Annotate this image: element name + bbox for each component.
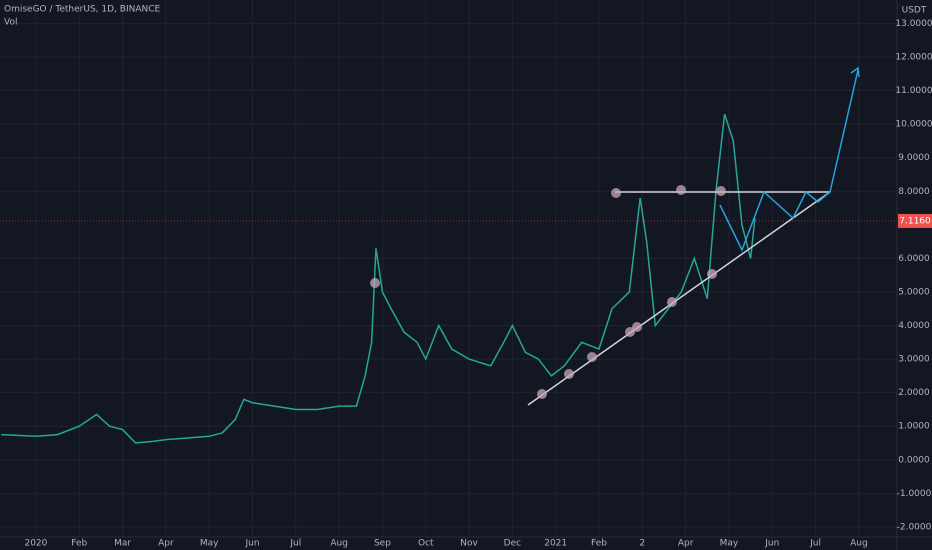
touch-points bbox=[370, 185, 726, 399]
y-tick-label: 13.0000 bbox=[895, 19, 932, 29]
touch-point bbox=[611, 188, 621, 198]
x-tick-label: Jun bbox=[244, 539, 259, 549]
x-tick-label: Mar bbox=[114, 539, 131, 549]
x-tick-label: 2021 bbox=[544, 539, 567, 549]
x-tick-label: Jun bbox=[764, 539, 779, 549]
y-tick-label: 4.0000 bbox=[898, 321, 930, 331]
y-tick-label: -2.0000 bbox=[897, 522, 932, 532]
projection-path bbox=[719, 69, 859, 252]
x-tick-label: Aug bbox=[330, 539, 348, 549]
touch-point bbox=[625, 327, 635, 337]
x-tick-label: Apr bbox=[158, 539, 174, 549]
x-tick-label: 2 bbox=[639, 539, 645, 549]
grid bbox=[0, 0, 897, 537]
price-layer bbox=[0, 113, 897, 444]
last-price-label: 7.1160 bbox=[899, 216, 931, 226]
x-tick-label: Nov bbox=[460, 539, 478, 549]
y-tick-label: -1.0000 bbox=[897, 489, 932, 499]
y-tick-label: 9.0000 bbox=[898, 153, 930, 163]
x-tick-label: May bbox=[720, 539, 739, 549]
touch-point bbox=[667, 297, 677, 307]
drawings bbox=[370, 66, 860, 406]
x-tick-label: Oct bbox=[418, 539, 434, 549]
x-tick-label: Dec bbox=[504, 539, 521, 549]
x-tick-label: Feb bbox=[591, 539, 607, 549]
touch-point bbox=[370, 278, 380, 288]
price-line bbox=[1, 113, 756, 444]
x-tick-label: Jul bbox=[289, 539, 301, 549]
touch-point bbox=[707, 269, 717, 279]
x-tick-label: Aug bbox=[850, 539, 868, 549]
x-tick-label: 2020 bbox=[24, 539, 47, 549]
y-tick-label: 6.0000 bbox=[898, 254, 930, 264]
y-tick-label: 1.0000 bbox=[898, 422, 930, 432]
currency-label: USDT bbox=[902, 6, 927, 16]
touch-point bbox=[676, 185, 686, 195]
y-tick-label: 11.0000 bbox=[895, 86, 932, 96]
x-tick-label: Apr bbox=[678, 539, 694, 549]
touch-point bbox=[632, 322, 642, 332]
y-tick-label: 12.0000 bbox=[895, 52, 932, 62]
chart-title: OmiseGO / TetherUS, 1D, BINANCE bbox=[4, 5, 160, 15]
x-tick-label: Feb bbox=[71, 539, 87, 549]
y-tick-label: 0.0000 bbox=[898, 455, 930, 465]
touch-point bbox=[564, 369, 574, 379]
projection-arrow bbox=[850, 66, 860, 78]
x-tick-label: Jul bbox=[809, 539, 821, 549]
y-tick-label: 8.0000 bbox=[898, 187, 930, 197]
y-tick-label: 10.0000 bbox=[895, 120, 932, 130]
last-price-badge bbox=[898, 213, 932, 228]
x-tick-label: Sep bbox=[374, 539, 391, 549]
y-tick-label: 5.0000 bbox=[898, 287, 930, 297]
support-line bbox=[527, 191, 831, 406]
touch-point bbox=[537, 389, 547, 399]
touch-point bbox=[716, 186, 726, 196]
volume-label: Vol bbox=[4, 18, 17, 28]
y-tick-label: 2.0000 bbox=[898, 388, 930, 398]
touch-point bbox=[587, 352, 597, 362]
y-tick-label: 3.0000 bbox=[898, 355, 930, 365]
x-tick-label: May bbox=[200, 539, 219, 549]
